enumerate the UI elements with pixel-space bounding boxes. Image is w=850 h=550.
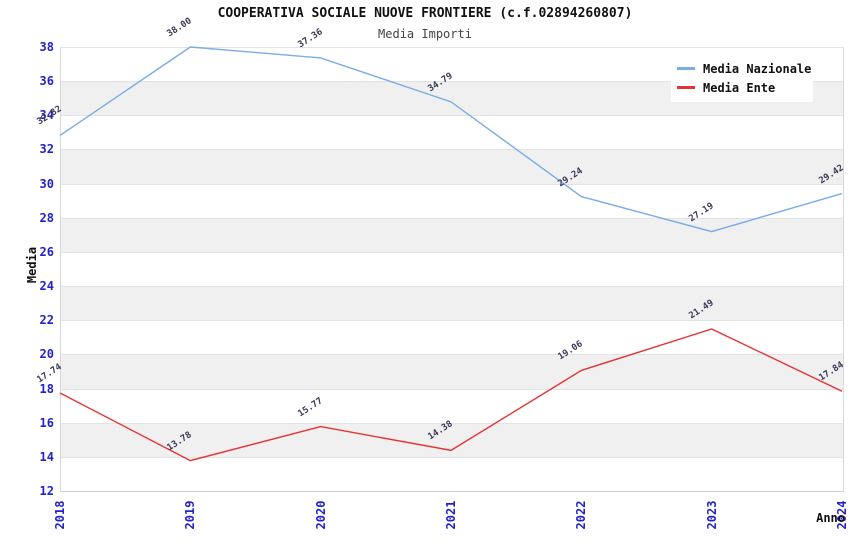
legend-item-media-nazionale: Media Nazionale [677, 59, 813, 78]
legend-swatch-line [677, 86, 695, 89]
y-tick-label: 14 [39, 449, 54, 464]
grid-band [61, 320, 843, 355]
y-tick-label: 26 [39, 244, 54, 259]
x-tick-label: 2023 [704, 500, 719, 530]
y-tick-label: 30 [39, 176, 54, 191]
grid-band [61, 251, 843, 287]
grid-band [61, 286, 843, 321]
grid-band [61, 388, 843, 423]
y-tick-label: 38 [39, 40, 54, 54]
legend-swatch-line [677, 67, 695, 70]
chart-subtitle: Media Importi [378, 27, 472, 41]
x-tick-label: 2019 [183, 500, 198, 530]
x-tick-label: 2020 [313, 500, 328, 530]
media-ente-line [59, 328, 843, 462]
y-tick-label: 32 [39, 142, 54, 157]
y-tick-label: 24 [39, 279, 54, 294]
y-tick-label: 22 [39, 313, 54, 328]
legend-label: Media Nazionale [703, 61, 812, 76]
media-nazionale-line [59, 46, 843, 233]
grid-band [61, 422, 843, 457]
chart-title: COOPERATIVA SOCIALE NUOVE FRONTIERE (c.f… [217, 6, 633, 21]
plot-area [60, 47, 844, 492]
x-axis-title: Anno [816, 511, 845, 525]
legend-label: Media Ente [703, 80, 776, 95]
grid-band [61, 456, 843, 491]
y-tick-label: 16 [39, 415, 54, 430]
grid-band [61, 217, 843, 252]
y-tick-label: 34 [39, 108, 54, 123]
grid-band [61, 354, 843, 389]
y-tick-label: 18 [39, 381, 54, 396]
x-tick-label: 2022 [574, 500, 589, 530]
grid-band [61, 149, 843, 184]
legend-item-media-ente: Media Ente [677, 78, 813, 97]
y-tick-label: 36 [39, 74, 54, 89]
y-axis-title: Media [25, 246, 39, 284]
y-tick-label: 28 [39, 210, 54, 225]
x-tick-label: 2021 [444, 500, 458, 530]
grid-band [61, 183, 843, 218]
grid-band [61, 115, 843, 150]
y-tick-label: 12 [39, 484, 54, 498]
y-tick-label: 20 [39, 347, 54, 362]
legend: Media Nazionale Media Ente [671, 55, 813, 102]
x-tick-label: 2018 [53, 500, 67, 530]
